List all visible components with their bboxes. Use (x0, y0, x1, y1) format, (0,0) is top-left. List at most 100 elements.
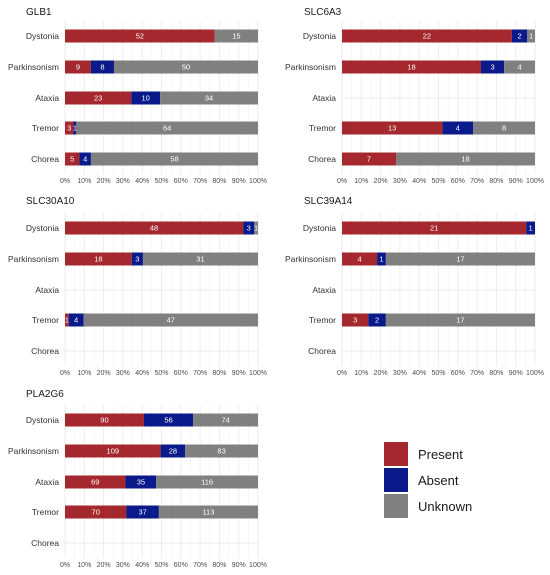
bar-value-label: 17 (456, 255, 464, 264)
category-label-ataxia: Ataxia (312, 93, 336, 103)
x-tick-label: 40% (135, 370, 149, 377)
bar-segment-absent-ataxia (131, 91, 161, 105)
bar-value-label: 18 (407, 63, 415, 72)
bar-value-label: 8 (502, 124, 506, 133)
bar-segment-unknown-tremor (76, 121, 259, 135)
bar-value-label: 70 (92, 508, 100, 517)
bar-value-label: 56 (164, 416, 172, 425)
bar-value-label: 4 (456, 124, 460, 133)
x-tick-label: 0% (60, 562, 70, 569)
bar-value-label: 4 (74, 316, 78, 325)
category-label-chorea: Chorea (308, 154, 336, 164)
bar-segment-absent-parkinsonism (377, 252, 386, 266)
category-label-dystonia: Dystonia (26, 31, 59, 41)
panel-pla2g6: PLA2G6 0% 10% 20% 30% 40% 50% 60% 70% 80% 90% 100% D… (8, 389, 267, 569)
bar-value-label: 74 (221, 416, 229, 425)
x-tick-label: 20% (374, 370, 388, 377)
legend-label-unknown: Unknown (418, 499, 472, 514)
category-label-parkinsonism: Parkinsonism (285, 62, 336, 72)
x-tick-label: 20% (374, 178, 388, 185)
x-tick-label: 60% (451, 370, 465, 377)
bar-value-label: 3 (353, 316, 357, 325)
bar-value-label: 22 (423, 32, 431, 41)
bar-segment-absent-chorea (79, 152, 91, 166)
category-label-tremor: Tremor (32, 507, 59, 517)
x-tick-label: 30% (393, 370, 407, 377)
bar-segment-absent-tremor (442, 121, 474, 135)
bar-value-label: 113 (202, 508, 214, 517)
bar-segment-absent-tremor (368, 313, 386, 327)
x-tick-label: 50% (154, 562, 168, 569)
category-label-dystonia: Dystonia (303, 31, 336, 41)
bar-segment-unknown-parkinsonism (504, 60, 535, 74)
bar-segment-unknown-ataxia (160, 91, 258, 105)
x-tick-label: 60% (174, 562, 188, 569)
bar-value-label: 52 (136, 32, 144, 41)
bar-value-label: 109 (107, 447, 120, 456)
bar-value-label: 18 (94, 255, 102, 264)
category-label-chorea: Chorea (31, 538, 59, 548)
x-tick-label: 40% (135, 562, 149, 569)
bar-segment-unknown-parkinsonism (113, 60, 258, 74)
legend: Present Absent Unknown (384, 442, 472, 518)
bar-value-label: 50 (182, 63, 190, 72)
bar-value-label: 1 (529, 224, 533, 233)
bar-value-label: 28 (169, 447, 177, 456)
panel-title: PLA2G6 (26, 389, 64, 400)
x-tick-label: 60% (451, 178, 465, 185)
category-label-tremor: Tremor (32, 123, 59, 133)
bar-segment-unknown-parkinsonism (142, 252, 258, 266)
x-tick-label: 90% (232, 562, 246, 569)
panel-slc6a3: SLC6A3 0% 10% 20% 30% 40% 50% 60% 70% 80% 90% 100% D… (285, 7, 544, 185)
bar-segment-unknown-tremor (385, 313, 535, 327)
bar-segment-absent-parkinsonism (160, 444, 186, 458)
bar-segment-present-tremor (65, 121, 74, 135)
bar-segment-absent-tremor (126, 505, 159, 519)
x-tick-label: 90% (509, 178, 523, 185)
category-label-ataxia: Ataxia (312, 285, 336, 295)
bar-value-label: 58 (170, 155, 178, 164)
bar-segment-present-dystonia (342, 29, 512, 43)
x-tick-label: 70% (470, 178, 484, 185)
bar-segment-unknown-tremor (473, 121, 535, 135)
bar-segment-present-dystonia (65, 413, 144, 427)
x-tick-label: 70% (470, 370, 484, 377)
x-tick-label: 80% (212, 370, 226, 377)
bar-segment-present-tremor (342, 121, 443, 135)
bar-value-label: 116 (201, 478, 213, 487)
bar-value-label: 1 (65, 316, 69, 325)
bar-value-label: 3 (247, 224, 251, 233)
x-tick-label: 70% (193, 562, 207, 569)
legend-label-present: Present (418, 447, 463, 462)
bar-value-label: 90 (100, 416, 108, 425)
category-label-parkinsonism: Parkinsonism (8, 62, 59, 72)
bar-segment-absent-dystonia (511, 29, 528, 43)
x-tick-label: 100% (526, 178, 544, 185)
bar-value-label: 17 (456, 316, 464, 325)
panel-title: GLB1 (26, 7, 52, 18)
panel-glb1: GLB1 0% 10% 20% 30% 40% 50% 60% 70% 80% 90% 100% Dys… (8, 7, 267, 185)
bar-segment-absent-tremor (68, 313, 84, 327)
x-tick-label: 40% (412, 370, 426, 377)
bar-segment-absent-ataxia (125, 475, 157, 489)
x-tick-label: 50% (154, 178, 168, 185)
bar-value-label: 10 (141, 94, 149, 103)
bar-value-label: 69 (91, 478, 99, 487)
category-label-dystonia: Dystonia (26, 415, 59, 425)
bar-value-label: 4 (517, 63, 521, 72)
x-tick-label: 10% (77, 370, 91, 377)
bar-value-label: 64 (163, 124, 171, 133)
x-tick-label: 60% (174, 178, 188, 185)
x-tick-label: 0% (337, 178, 347, 185)
bar-segment-unknown-tremor (158, 505, 258, 519)
x-tick-label: 0% (60, 178, 70, 185)
bar-segment-present-dystonia (342, 221, 527, 235)
category-label-chorea: Chorea (31, 346, 59, 356)
bar-segment-absent-parkinsonism (480, 60, 505, 74)
bar-value-label: 31 (196, 255, 204, 264)
bar-segment-present-chorea (342, 152, 397, 166)
bar-value-label: 3 (135, 255, 139, 264)
bar-segment-present-dystonia (65, 221, 244, 235)
x-tick-label: 90% (509, 370, 523, 377)
